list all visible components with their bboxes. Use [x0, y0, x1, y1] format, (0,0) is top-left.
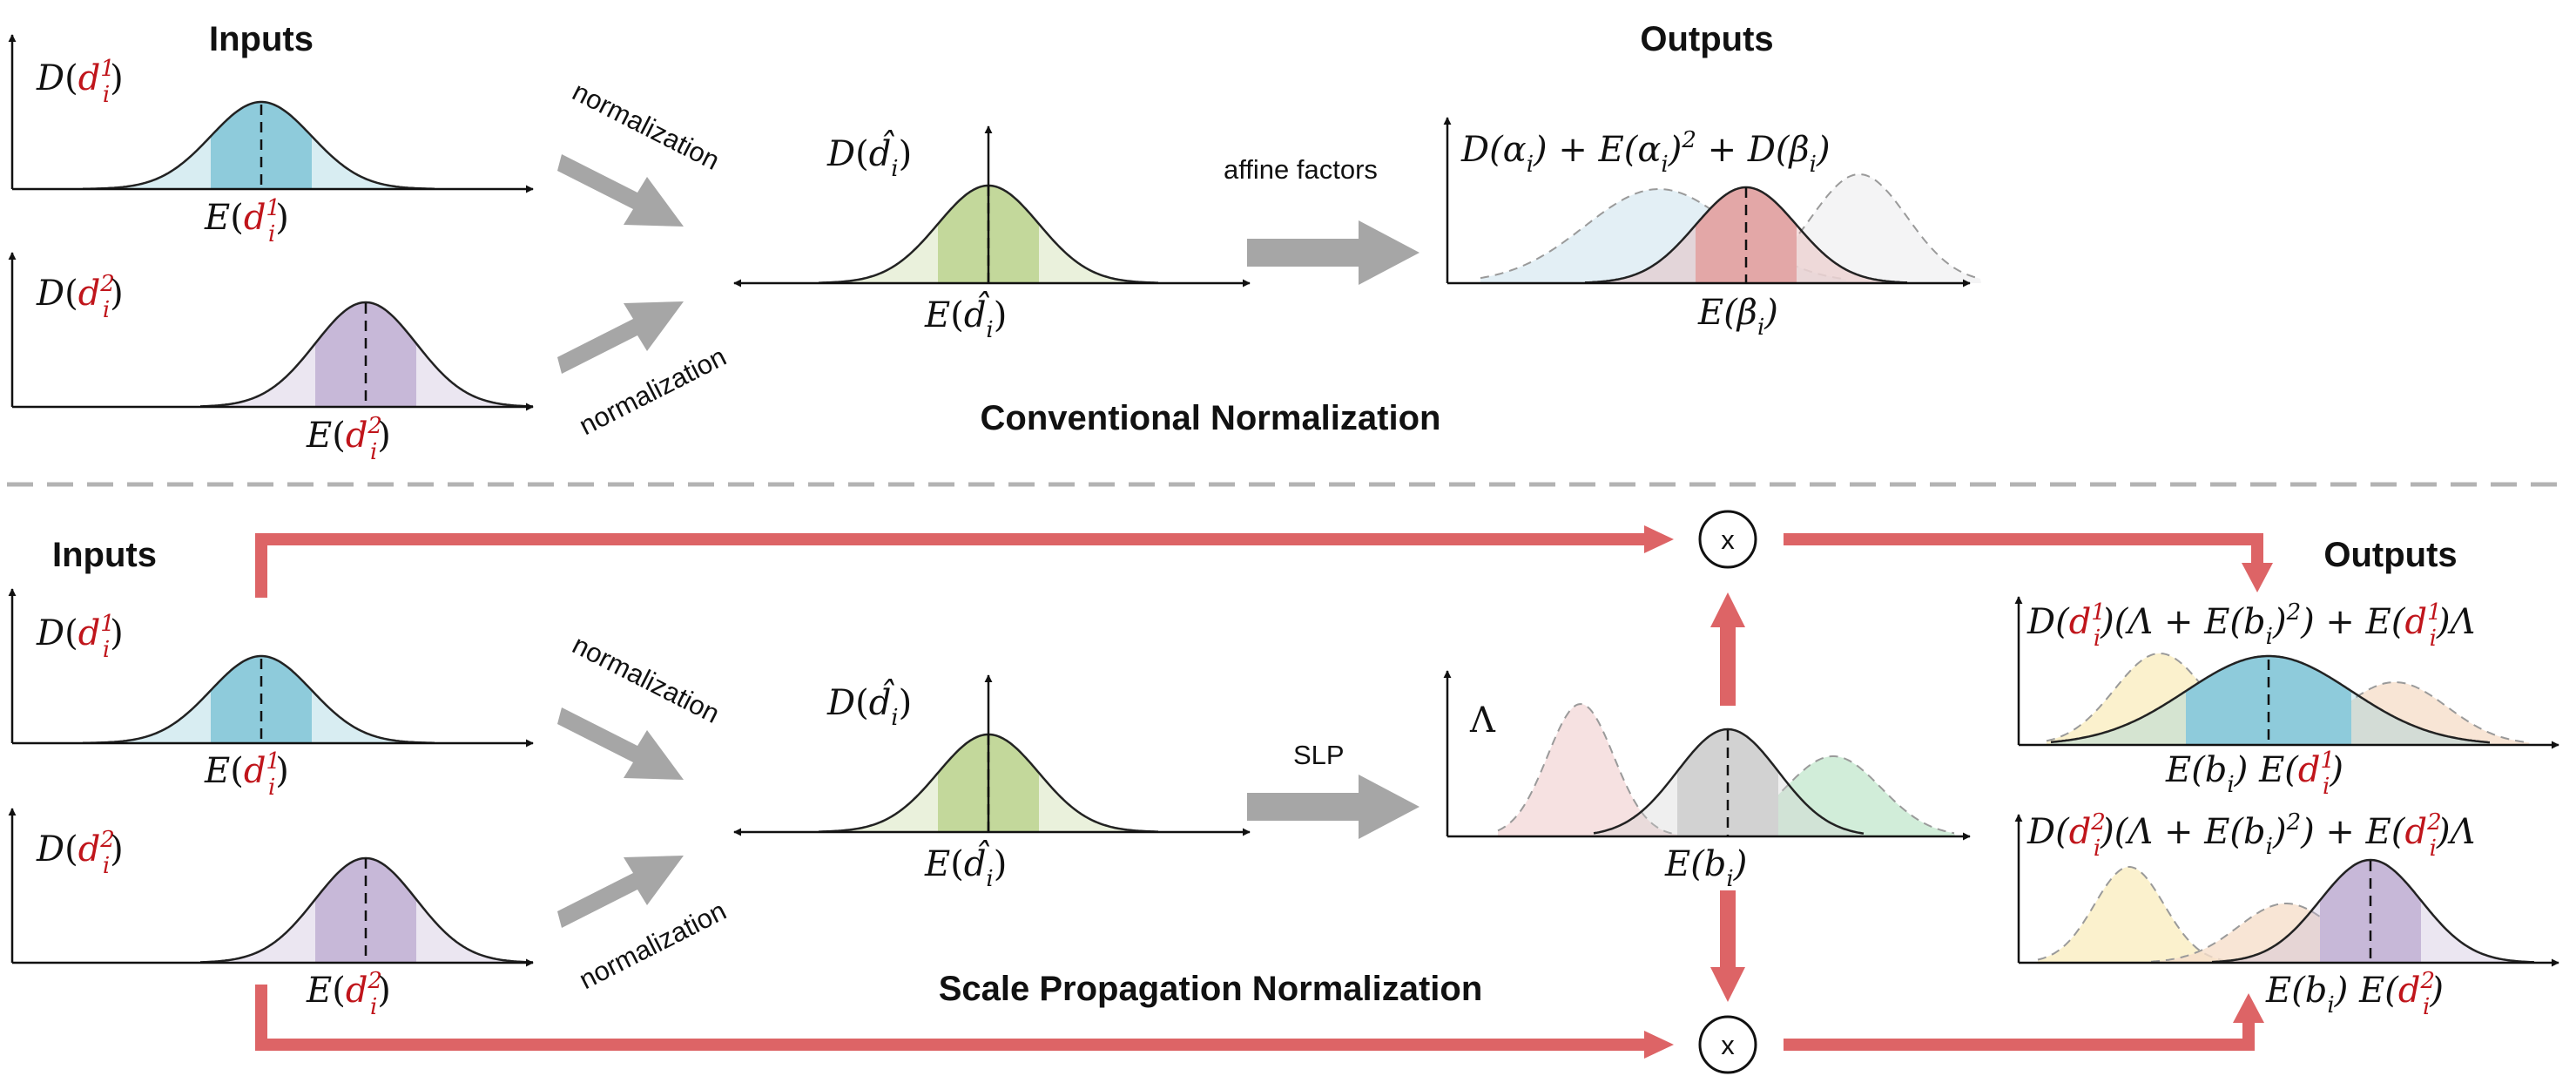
bottom-output-2-ylabel: D(d2 i)(Λ + E(bi)2) + E(d2 i)Λ	[2026, 809, 2475, 862]
red-arrow-out-bottom-head	[2233, 993, 2264, 1023]
slp-plot: Λ E(bi)	[1443, 670, 1971, 892]
top-input-2-plot: D(d2 i) E(d2 i)	[8, 252, 534, 465]
bottom-output-2-xlabel: E(bi) E(d2 i)	[2265, 968, 2444, 1020]
normalization-label-lower: normalization	[574, 341, 731, 441]
curve-line	[2037, 866, 2230, 963]
curve-line	[83, 100, 435, 191]
red-arrow-bottom-head	[1644, 1031, 1674, 1059]
scale-propagation-title: Scale Propagation Normalization	[939, 970, 1483, 1008]
top-normalized-xlabel: E(d̂i)	[924, 292, 1007, 343]
normalization-arrow-upper	[557, 154, 684, 227]
curve-line	[83, 654, 435, 745]
conventional-normalization-title: Conventional Normalization	[981, 399, 1441, 437]
top-outputs-heading: Outputs	[1640, 20, 1773, 58]
multiply-symbol: x	[1721, 524, 1735, 555]
bottom-inputs-heading: Inputs	[52, 536, 157, 574]
normalization-arrow-upper	[557, 707, 684, 780]
normalization-label-upper: normalization	[568, 629, 725, 729]
bottom-input-2-xlabel: E(d2 i)	[306, 968, 391, 1020]
scale-propagation-arrows	[255, 525, 2273, 1059]
bottom-output-1-ylabel: D(d1 i)(Λ + E(bi)2) + E(d1 i)Λ	[2026, 599, 2475, 652]
top-output-xlabel: E(βi)	[1697, 293, 1778, 341]
curve-area	[1742, 174, 1981, 283]
normalization-label-lower: normalization	[574, 895, 731, 995]
red-arrow-top-path	[255, 533, 1649, 598]
red-arrow-down-shaft	[1720, 890, 1736, 967]
curve-line	[1706, 755, 1955, 836]
top-output-plot: D(αi) + E(αi)2 + D(βi) E(βi)	[1443, 117, 1981, 341]
top-normalized-plot: D(d̂i) E(d̂i)	[733, 125, 1251, 343]
top-normalized-ylabel: D(d̂i)	[826, 131, 912, 182]
bottom-input-1-xlabel: E(d1 i)	[204, 748, 289, 801]
curve-line	[2211, 858, 2535, 964]
bottom-output-2-plot: D(d2 i)(Λ + E(bi)2) + E(d2 i)Λ E(bi) E(d2 i…	[2014, 809, 2559, 1020]
curve-std-band	[2320, 860, 2421, 963]
red-arrow-top-head	[1644, 525, 1674, 553]
red-arrow-up-head	[1710, 592, 1745, 627]
top-inputs-heading: Inputs	[209, 20, 314, 58]
bottom-input-2-ylabel: D(d2 i)	[36, 827, 124, 879]
bottom-normalized-ylabel: D(d̂i)	[826, 680, 912, 731]
top-output-ylabel: D(αi) + E(αi)2 + D(βi)	[1460, 127, 1831, 178]
red-arrow-out-bottom-path	[1784, 1021, 2255, 1051]
affine-factors-label: affine factors	[1224, 154, 1378, 185]
normalization-label-upper: normalization	[568, 76, 725, 176]
red-arrow-bottom-path	[255, 985, 1649, 1051]
curve-line	[1497, 703, 1682, 836]
red-arrow-down-head	[1710, 967, 1745, 1002]
bottom-output-1-plot: D(d1 i)(Λ + E(bi)2) + E(d1 i)Λ E(bi) E(d1 i…	[2014, 596, 2559, 800]
curve-line	[200, 301, 534, 408]
bottom-normalized-plot: D(d̂i) E(d̂i)	[733, 674, 1251, 892]
lambda-label: Λ	[1469, 700, 1496, 741]
red-arrow-up-shaft	[1720, 626, 1736, 706]
top-input-1-xlabel: E(d1 i)	[204, 195, 289, 247]
top-input-2-xlabel: E(d2 i)	[306, 413, 391, 465]
top-input-1-plot: D(d1 i) E(d1 i)	[8, 34, 534, 247]
curve-line	[2050, 654, 2491, 744]
multiply-circle	[1698, 510, 1757, 569]
affine-arrow	[1247, 220, 1419, 285]
red-arrow-out-top-path	[1784, 533, 2263, 565]
bottom-normalized-xlabel: E(d̂i)	[924, 841, 1007, 892]
top-input-1-ylabel: D(d1 i)	[36, 56, 124, 108]
curve-line	[2046, 652, 2300, 746]
slp-label: SLP	[1293, 740, 1345, 770]
bottom-input-2-plot: D(d2 i) E(d2 i)	[8, 808, 534, 1020]
multiply-node-top: x	[1698, 510, 1757, 569]
top-input-2-ylabel: D(d2 i)	[36, 271, 124, 323]
curve-line	[1480, 188, 1847, 281]
curve-std-band	[1696, 187, 1797, 283]
curve-area	[2038, 867, 2229, 963]
top-normalization-arrows: normalization normalization	[557, 76, 731, 441]
slp-xlabel: E(bi)	[1664, 844, 1747, 892]
red-arrow-out-top-head	[2242, 563, 2273, 592]
bottom-outputs-heading: Outputs	[2323, 536, 2457, 574]
bottom-normalization-arrows: normalization normalization	[557, 629, 731, 995]
bottom-input-1-plot: D(d1 i) E(d1 i)	[8, 588, 534, 801]
multiply-circle	[1698, 1015, 1757, 1074]
multiply-symbol: x	[1721, 1030, 1735, 1060]
curve-line	[1593, 727, 1865, 835]
bottom-output-1-xlabel: E(bi) E(d1 i)	[2165, 748, 2343, 800]
bottom-input-1-ylabel: D(d1 i)	[36, 611, 124, 663]
slp-arrow	[1247, 775, 1419, 839]
normalization-arrow-lower	[557, 301, 684, 374]
normalization-arrow-lower	[557, 856, 684, 928]
multiply-node-bottom: x	[1698, 1015, 1757, 1074]
curve-std-band	[315, 302, 416, 407]
